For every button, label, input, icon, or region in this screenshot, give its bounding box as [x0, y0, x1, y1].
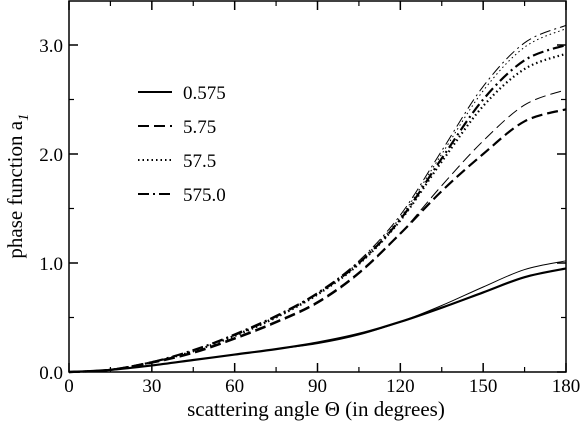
legend-label-1: 0.575	[183, 83, 226, 104]
x-tick-label: 90	[308, 376, 327, 397]
y-tick-label: 0.0	[39, 363, 63, 384]
series-line-3	[68, 52, 567, 374]
plot-area	[68, 24, 567, 374]
y-axis-label-main: phase function a	[3, 120, 27, 258]
legend-label-2: 5.75	[183, 117, 216, 138]
tick-labels: 0 30 60 90 120 150 180 0.0 1.0 2.0 3.0	[39, 36, 580, 397]
series-line-thin-4	[68, 24, 567, 373]
axis-ticks	[68, 1, 567, 373]
plot-frame	[68, 0, 567, 373]
x-tick-label: 60	[225, 376, 244, 397]
series-line-4	[68, 43, 567, 374]
series-line-thin-3	[68, 28, 567, 373]
x-tick-label: 120	[386, 376, 415, 397]
x-axis-label: scattering angle Θ (in degrees)	[187, 397, 445, 421]
x-tick-label: 30	[142, 376, 161, 397]
series-line-1	[68, 267, 567, 374]
series-line-thin-2	[68, 89, 567, 373]
y-tick-label: 3.0	[39, 36, 63, 57]
legend: 0.575 5.75 57.5 575.0	[138, 83, 226, 206]
y-tick-label: 1.0	[39, 254, 63, 275]
x-tick-label: 180	[552, 376, 581, 397]
y-axis-label-subscript: 1	[16, 113, 32, 121]
legend-label-3: 57.5	[183, 151, 216, 172]
series-line-thin-1	[68, 260, 567, 373]
y-tick-label: 2.0	[39, 145, 63, 166]
x-tick-label: 0	[64, 376, 74, 397]
legend-label-4: 575.0	[183, 185, 226, 206]
x-tick-label: 150	[469, 376, 498, 397]
y-axis-label: phase function a1	[3, 113, 32, 258]
series-line-2	[68, 108, 567, 374]
